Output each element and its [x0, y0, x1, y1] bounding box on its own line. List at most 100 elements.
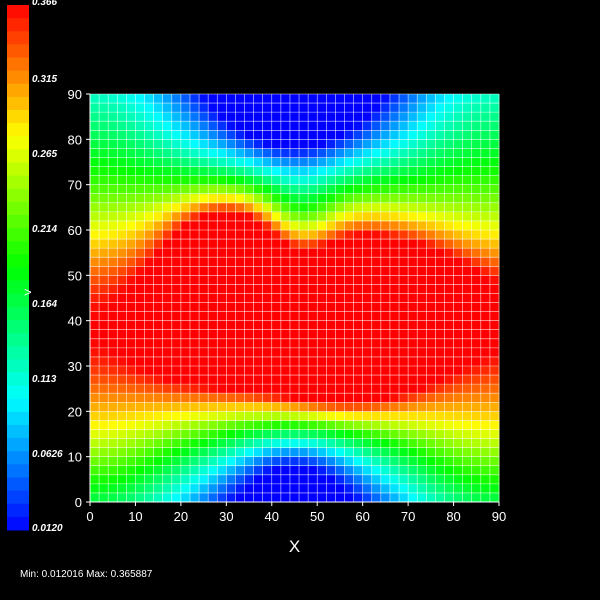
heatmap-cell [199, 402, 209, 412]
heatmap-cell [480, 139, 491, 149]
heatmap-cell [144, 175, 155, 186]
heatmap-cell [344, 184, 354, 195]
heatmap-cell [262, 257, 273, 267]
heatmap-cell [489, 184, 500, 195]
heatmap-cell [371, 429, 382, 439]
heatmap-cell [217, 139, 227, 149]
heatmap-cell [280, 474, 291, 485]
heatmap-cell [362, 338, 373, 349]
heatmap-cell [453, 293, 464, 303]
heatmap-cell [244, 139, 254, 149]
heatmap-cell [344, 429, 354, 439]
heatmap-cell [126, 211, 136, 222]
heatmap-cell [399, 202, 409, 213]
heatmap-cell [280, 211, 291, 222]
heatmap-cell [99, 266, 109, 276]
heatmap-cell [126, 447, 136, 458]
heatmap-cell [235, 302, 245, 312]
heatmap-cell [135, 121, 145, 131]
heatmap-cell [426, 248, 436, 258]
heatmap-cell [171, 375, 182, 385]
heatmap-cell [289, 293, 300, 303]
colorbar-label: 0.0120 [32, 523, 63, 534]
heatmap-cell [108, 157, 118, 167]
heatmap-cell [408, 257, 418, 267]
heatmap-cell [117, 112, 127, 122]
heatmap-cell [444, 220, 454, 231]
heatmap-cell [453, 121, 464, 131]
heatmap-cell [308, 202, 318, 213]
heatmap-cell [380, 356, 391, 367]
heatmap-cell [326, 465, 336, 476]
heatmap-cell [462, 112, 473, 122]
heatmap-cell [217, 257, 227, 267]
heatmap-cell [362, 375, 373, 385]
heatmap-cell [99, 329, 109, 340]
heatmap-cell [189, 121, 200, 131]
heatmap-cell [235, 275, 245, 285]
heatmap-cell [117, 474, 127, 485]
heatmap-cell [208, 112, 218, 122]
heatmap-cell [444, 429, 454, 439]
heatmap-cell [317, 230, 327, 240]
heatmap-cell [171, 103, 182, 113]
heatmap-cell [362, 157, 373, 167]
heatmap-cell [199, 474, 209, 485]
heatmap-cell [90, 311, 100, 322]
heatmap-cell [389, 184, 400, 195]
heatmap-cell [471, 375, 482, 385]
heatmap-cell [180, 257, 191, 267]
heatmap-cell [271, 103, 282, 113]
heatmap-cell [308, 420, 318, 430]
heatmap-cell [380, 483, 391, 494]
heatmap-cell [462, 483, 473, 494]
heatmap-cell [271, 438, 282, 448]
heatmap-cell [262, 275, 273, 285]
heatmap-cell [180, 148, 191, 158]
heatmap-cell [389, 384, 400, 394]
heatmap-cell [444, 366, 454, 376]
heatmap-cell [317, 193, 327, 204]
colorbar-band [7, 411, 29, 426]
heatmap-cell [126, 402, 136, 412]
heatmap-cell [299, 420, 309, 430]
heatmap-cell [289, 184, 300, 195]
heatmap-cell [389, 329, 400, 340]
heatmap-cell [399, 275, 409, 285]
heatmap-cell [289, 320, 300, 331]
heatmap-cell [408, 112, 418, 122]
heatmap-cell [362, 112, 373, 122]
heatmap-cell [253, 211, 264, 222]
heatmap-cell [435, 429, 445, 439]
colorbar-band [7, 110, 29, 124]
heatmap-cell [226, 112, 236, 122]
heatmap-cell [244, 338, 254, 349]
heatmap-cell [344, 465, 354, 476]
heatmap-cell [417, 465, 427, 476]
heatmap-cell [444, 393, 454, 403]
heatmap-cell [244, 239, 254, 249]
heatmap-cell [426, 202, 436, 213]
heatmap-cell [353, 384, 364, 394]
heatmap-cell [208, 175, 218, 186]
heatmap-cell [362, 130, 373, 140]
heatmap-cell [344, 112, 354, 122]
heatmap-cell [144, 284, 155, 294]
heatmap-cell [308, 220, 318, 231]
colorbar-band [7, 254, 29, 269]
heatmap-cell [99, 429, 109, 439]
heatmap-cell [189, 275, 200, 285]
heatmap-cell [262, 329, 273, 340]
heatmap-cell [244, 393, 254, 403]
heatmap-cell [144, 202, 155, 213]
heatmap-cell [144, 420, 155, 430]
heatmap-cell [226, 121, 236, 131]
heatmap-cell [335, 338, 345, 349]
heatmap-cell [217, 220, 227, 231]
heatmap-cell [471, 202, 482, 213]
heatmap-cell [308, 320, 318, 331]
heatmap-cell [335, 375, 345, 385]
heatmap-cell [153, 239, 164, 249]
heatmap-cell [471, 293, 482, 303]
heatmap-cell [462, 148, 473, 158]
